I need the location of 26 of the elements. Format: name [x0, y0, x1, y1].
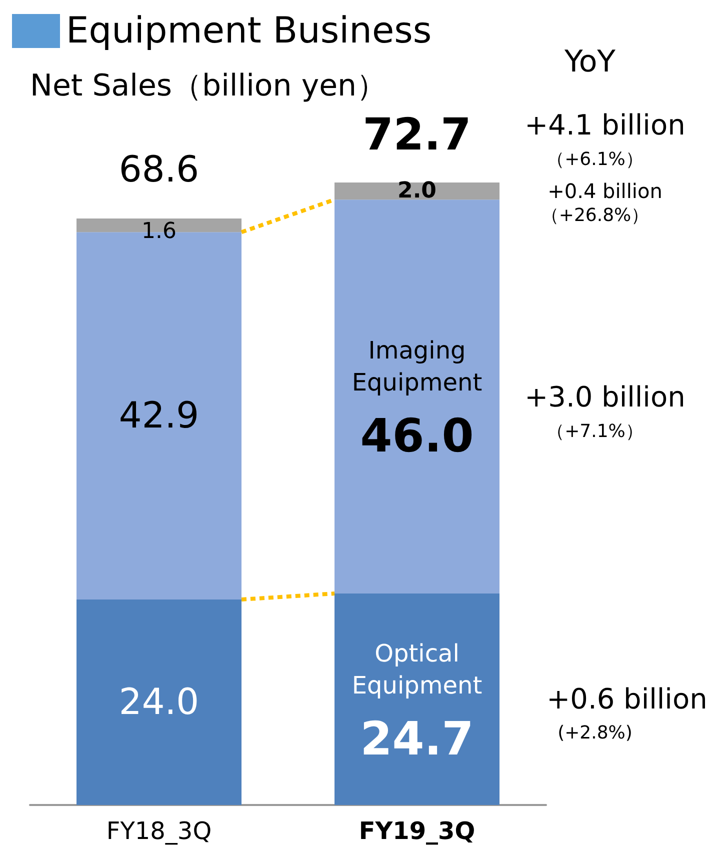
text: YoY [564, 44, 616, 80]
series-label: Optical Equipment [352, 639, 482, 700]
data-label: 42.9 [118, 395, 200, 436]
data-label: 1.6 [142, 218, 176, 244]
bar [334, 200, 500, 594]
x-tick-label: FY18_3Q [106, 817, 212, 845]
text: +0.4 billion [548, 179, 662, 204]
chart-title: Equipment Business [66, 10, 432, 52]
data-label: 46.0 [360, 408, 474, 463]
text: +4.1 billion [524, 108, 686, 141]
bar [76, 600, 242, 805]
annotation: +3.0 billion [524, 380, 686, 414]
text: +0.6 billion [546, 682, 708, 716]
bar [334, 594, 500, 805]
total-label: 68.6 [118, 150, 200, 191]
total-label: 72.7 [362, 109, 472, 160]
chart-subtitle: Net Sales（billion yen） [30, 68, 387, 106]
data-label: 24.7 [360, 711, 474, 766]
series-label: Imaging Equipment [352, 336, 482, 397]
text: （+6.1%） [546, 148, 644, 170]
text: （+7.1%） [546, 420, 644, 443]
text: (+2.8%) [558, 722, 632, 744]
x-tick-label: FY19_3Q [358, 817, 476, 845]
data-label: 2.0 [398, 178, 436, 204]
annotation: （+26.8%） [540, 204, 650, 228]
data-label: 24.0 [118, 682, 200, 723]
